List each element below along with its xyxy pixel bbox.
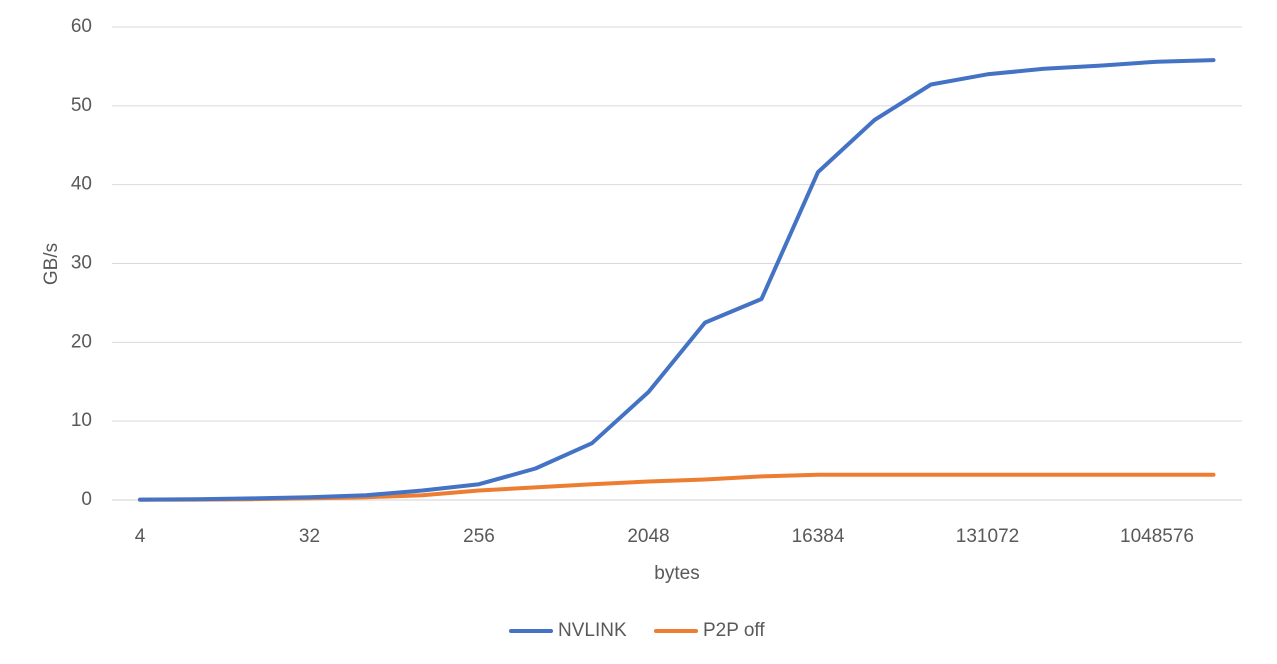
x-tick-label: 131072 xyxy=(956,526,1019,547)
x-axis-tick-labels: 4 32 256 2048 16384 131072 1048576 xyxy=(135,526,1194,547)
x-tick-label: 32 xyxy=(299,526,320,547)
y-tick-label: 60 xyxy=(71,16,92,37)
y-tick-label: 30 xyxy=(71,253,92,274)
x-tick-label: 256 xyxy=(463,526,495,547)
legend-label-nvlink: NVLINK xyxy=(558,620,627,641)
x-tick-label: 16384 xyxy=(792,526,845,547)
x-tick-label: 4 xyxy=(135,526,146,547)
y-axis-title: GB/s xyxy=(41,243,62,285)
y-tick-label: 40 xyxy=(71,174,92,195)
legend-label-p2p-off: P2P off xyxy=(703,620,765,641)
legend: NVLINK P2P off xyxy=(509,620,765,641)
series-line-nvlink xyxy=(138,58,1216,502)
y-tick-label: 20 xyxy=(71,331,92,352)
series-lines xyxy=(138,58,1216,502)
y-tick-label: 10 xyxy=(71,410,92,431)
gridlines xyxy=(112,26,1242,501)
x-tick-label: 2048 xyxy=(627,526,669,547)
y-tick-label: 50 xyxy=(71,95,92,116)
x-tick-label: 1048576 xyxy=(1120,526,1194,547)
y-axis-tick-labels: 0 10 20 30 40 50 60 xyxy=(71,16,92,510)
x-axis-title: bytes xyxy=(654,563,699,584)
y-tick-label: 0 xyxy=(81,489,92,510)
